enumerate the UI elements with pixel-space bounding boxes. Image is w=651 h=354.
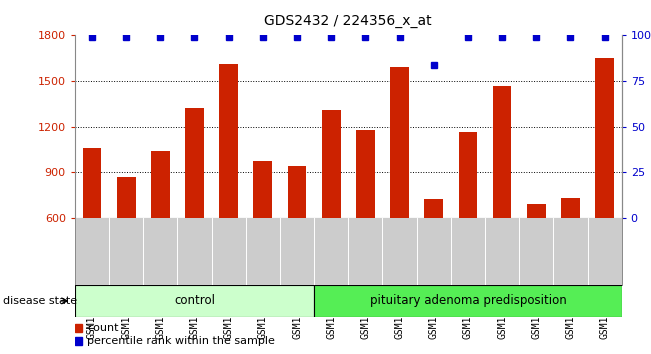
Text: pituitary adenoma predisposition: pituitary adenoma predisposition bbox=[370, 295, 566, 307]
FancyBboxPatch shape bbox=[75, 285, 314, 317]
Bar bbox=[458, 132, 477, 218]
Bar bbox=[75, 324, 82, 332]
Bar bbox=[493, 86, 512, 218]
Bar bbox=[595, 58, 614, 218]
Bar bbox=[117, 177, 135, 218]
Bar bbox=[83, 148, 102, 218]
Text: disease state: disease state bbox=[3, 296, 77, 306]
Bar bbox=[288, 166, 307, 218]
Text: count: count bbox=[87, 323, 118, 333]
Bar bbox=[151, 151, 170, 218]
Bar bbox=[390, 67, 409, 218]
Text: percentile rank within the sample: percentile rank within the sample bbox=[87, 336, 275, 346]
Bar bbox=[75, 337, 82, 345]
Bar bbox=[561, 198, 580, 218]
Bar bbox=[219, 64, 238, 218]
Bar bbox=[322, 110, 340, 218]
Text: control: control bbox=[174, 295, 215, 307]
Bar bbox=[253, 161, 272, 218]
Text: GDS2432 / 224356_x_at: GDS2432 / 224356_x_at bbox=[264, 14, 432, 28]
Bar bbox=[185, 108, 204, 218]
Bar bbox=[527, 204, 546, 218]
Bar bbox=[356, 130, 375, 218]
Bar bbox=[424, 200, 443, 218]
FancyBboxPatch shape bbox=[314, 285, 622, 317]
